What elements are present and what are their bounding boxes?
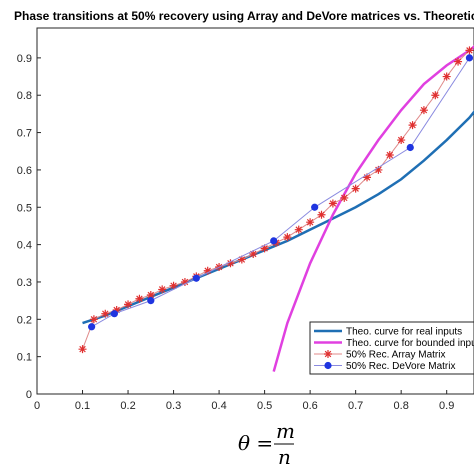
y-tick-label: 0.6 [17,165,32,177]
data-point-star [328,199,337,208]
x-axis-ticks: 0 0.1 0.2 0.3 0.4 0.5 0.6 0.7 0.8 0.9 [34,390,454,412]
data-point-star [158,285,167,294]
series-line [272,45,474,372]
data-point-dot [311,203,319,211]
data-point-star [294,225,303,234]
y-tick-label: 0.2 [17,314,32,326]
legend-label: 50% Rec. DeVore Matrix [346,361,456,372]
data-point-star [78,345,87,354]
data-point-star [226,259,235,268]
data-point-star [112,305,121,314]
x-axis-label-denominator: n [278,445,291,469]
series-line [91,57,470,328]
data-point-dot [88,323,96,331]
x-axis-label-numerator: m [276,419,295,443]
data-point-star [237,255,246,264]
x-tick-label: 0.1 [75,400,90,412]
x-tick-label: 0.2 [120,400,135,412]
series-3 [88,54,474,331]
data-point-star [442,72,451,81]
x-tick-label: 0.9 [439,400,454,412]
x-axis-label-lhs: θ = [238,431,273,455]
data-point-star [260,244,269,253]
x-tick-label: 0 [34,400,40,412]
data-point-star [363,173,372,182]
data-point-star [351,184,360,193]
y-tick-label: 0.3 [17,277,32,289]
axes-box [36,27,474,395]
data-point-dot [192,274,200,282]
x-tick-label: 0.4 [211,400,226,412]
series-layer [78,45,474,372]
data-point-star [454,57,463,66]
y-tick-label: 0.1 [17,352,32,364]
data-point-dot [465,54,474,62]
data-point-star [419,106,428,115]
data-point-star [317,210,326,219]
data-point-star [203,266,212,275]
legend-label: Theo. curve for bounded inputs [346,338,474,349]
y-tick-label: 0.4 [17,240,32,252]
data-point-star [283,233,292,242]
data-point-star [180,277,189,286]
legend-label: Theo. curve for real inputs [346,327,462,338]
data-point-star [465,46,474,55]
x-tick-label: 0.6 [302,400,317,412]
data-point-star [135,294,144,303]
y-tick-label: 0.7 [17,128,32,140]
data-point-star [374,165,383,174]
x-axis-label: θ = m n [238,419,295,469]
data-point-dot [270,237,278,245]
chart-title: Phase transitions at 50% recovery using … [14,9,474,23]
x-tick-label: 0.3 [166,400,181,412]
data-point-star [385,150,394,159]
y-tick-label: 0.8 [17,90,32,102]
series-line [82,110,474,325]
legend-marker-dot [324,361,332,370]
data-point-star [169,281,178,290]
data-point-dot [406,143,414,152]
data-point-star [397,136,406,145]
data-point-star [431,91,440,100]
series-0 [82,110,474,325]
data-point-star [89,315,98,324]
data-point-star [340,193,349,202]
x-tick-label: 0.8 [394,400,409,412]
data-point-star [101,309,110,318]
data-point-star [124,300,133,309]
legend-label: 50% Rec. Array Matrix [346,350,445,361]
y-axis-ticks: 0 0.1 0.2 0.3 0.4 0.5 0.6 0.7 0.8 0.9 [17,53,41,401]
y-tick-label: 0.9 [17,53,32,65]
data-point-dot [147,297,155,305]
series-1 [272,45,474,372]
legend-marker-star [324,350,332,358]
series-2 [78,46,474,354]
data-point-dot [110,310,118,318]
data-point-star [146,291,155,300]
data-point-star [306,218,315,227]
data-point-star [249,249,258,258]
y-tick-label: 0.5 [17,202,32,214]
y-tick-label: 0 [26,389,32,401]
x-tick-label: 0.7 [348,400,363,412]
data-point-star [408,121,417,130]
x-tick-label: 0.5 [257,400,272,412]
